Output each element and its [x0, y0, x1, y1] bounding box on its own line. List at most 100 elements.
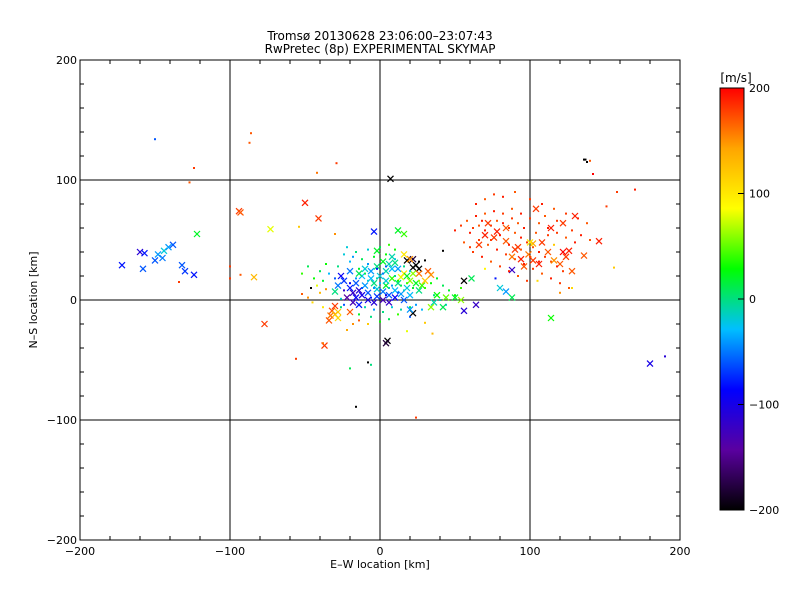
data-marker-point — [532, 267, 534, 270]
data-marker-point — [469, 246, 471, 249]
data-marker-x — [373, 262, 381, 270]
data-marker-point — [520, 236, 522, 239]
data-marker-point — [499, 265, 501, 268]
data-marker-point — [319, 291, 321, 294]
data-marker-x — [565, 247, 573, 255]
data-marker-point — [301, 272, 303, 275]
data-marker-point — [517, 222, 519, 225]
data-marker-point — [382, 272, 384, 275]
data-marker-point — [478, 224, 480, 227]
data-marker-point — [298, 225, 300, 228]
data-marker-x — [538, 238, 546, 246]
data-marker-x — [451, 294, 459, 302]
data-marker-x — [325, 316, 333, 324]
data-marker-point — [250, 132, 252, 135]
data-marker-point — [409, 315, 411, 318]
data-marker-point — [421, 308, 423, 311]
grid-lines — [80, 60, 680, 540]
data-marker-x — [387, 175, 394, 183]
data-marker-point — [454, 229, 456, 232]
data-marker-point — [355, 405, 357, 408]
data-marker-point — [340, 306, 342, 309]
data-marker-x — [400, 296, 408, 304]
data-marker-point — [490, 224, 492, 227]
data-marker-point — [484, 229, 486, 232]
data-marker-point — [313, 277, 315, 280]
data-marker-point — [322, 279, 324, 282]
data-marker-point — [334, 233, 336, 235]
data-marker-point — [535, 231, 537, 234]
data-marker-x — [385, 298, 393, 306]
data-marker-point — [301, 293, 303, 295]
data-marker-point — [367, 323, 369, 325]
data-marker-x — [502, 237, 510, 245]
data-marker-point — [424, 321, 426, 324]
data-marker-point — [469, 231, 471, 234]
data-marker-x — [349, 298, 357, 306]
data-marker-point — [424, 287, 426, 289]
data-marker-point — [442, 284, 444, 287]
data-marker-x — [370, 279, 378, 287]
data-marker-x — [379, 296, 387, 304]
colorbar-tick-label: 200 — [749, 82, 770, 95]
data-marker-point — [556, 219, 558, 222]
data-marker-x — [406, 306, 414, 314]
data-marker-point — [367, 263, 369, 265]
data-marker-point — [577, 217, 579, 220]
data-marker-point — [481, 219, 483, 222]
data-marker-point — [562, 270, 564, 273]
data-marker-point — [316, 171, 318, 174]
data-marker-x — [250, 273, 258, 281]
data-marker-point — [526, 279, 528, 282]
data-marker-point — [484, 198, 486, 201]
data-marker-point — [536, 279, 539, 282]
data-marker-point — [532, 246, 534, 249]
data-marker-x — [391, 294, 399, 302]
data-marker-point — [337, 265, 339, 268]
data-marker-point — [505, 253, 507, 256]
data-marker-point — [538, 260, 540, 263]
data-marker-point — [484, 267, 486, 270]
x-tick-label: 0 — [377, 545, 384, 558]
data-marker-point — [385, 265, 387, 268]
data-marker-x — [400, 250, 408, 258]
data-marker-point — [616, 191, 618, 193]
data-marker-x — [373, 247, 381, 255]
data-marker-point — [583, 158, 585, 161]
data-marker-point — [544, 215, 546, 217]
data-marker-point — [538, 222, 540, 225]
data-marker-x — [568, 267, 576, 275]
data-marker-point — [388, 243, 390, 246]
data-marker-point — [394, 248, 396, 251]
data-marker-x — [334, 314, 342, 322]
data-marker-x — [334, 282, 342, 290]
data-marker-point — [514, 191, 516, 193]
data-marker-point — [307, 296, 309, 299]
data-marker-x — [337, 272, 345, 280]
data-marker-point — [319, 270, 321, 273]
data-marker-x — [415, 270, 423, 278]
data-marker-point — [511, 207, 513, 210]
y-axis-label: N–S location [km] — [27, 251, 40, 348]
data-marker-point — [494, 277, 497, 280]
data-marker-x — [433, 291, 441, 299]
data-marker-x — [391, 259, 399, 267]
data-marker-point — [520, 212, 522, 215]
x-axis-label: E–W location [km] — [330, 558, 430, 571]
data-marker-point — [316, 284, 318, 287]
data-marker-point — [385, 294, 387, 297]
data-marker-point — [523, 263, 525, 265]
y-tick-label: −200 — [47, 534, 77, 547]
data-marker-point — [556, 231, 558, 234]
data-marker-point — [346, 246, 348, 249]
data-marker-point — [154, 138, 156, 141]
data-marker-x — [406, 255, 414, 263]
data-marker-point — [523, 227, 525, 229]
data-marker-x — [139, 265, 147, 273]
data-marker-point — [349, 282, 351, 285]
data-marker-point — [367, 248, 369, 251]
data-marker-point — [403, 265, 405, 268]
data-marker-point — [571, 287, 573, 289]
data-marker-x — [460, 307, 468, 315]
data-marker-point — [364, 306, 366, 309]
